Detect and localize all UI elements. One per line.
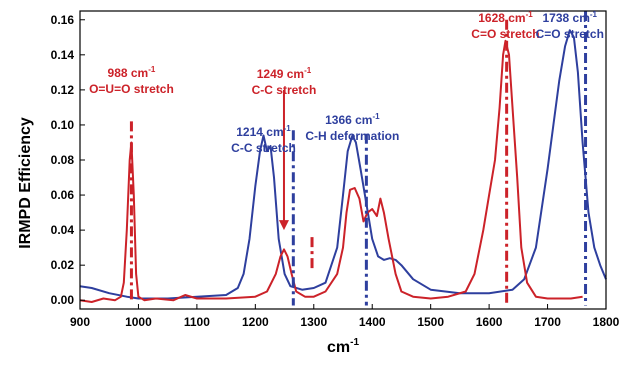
annotation-label-3: C-H deformation bbox=[305, 129, 399, 143]
x-tick-label-6: 1500 bbox=[417, 315, 444, 329]
marker-layer bbox=[129, 11, 588, 306]
annotation-label-2: C-C stretch bbox=[252, 83, 317, 97]
y-tick-label-3: 0.06 bbox=[51, 188, 75, 202]
x-tick-label-3: 1200 bbox=[242, 315, 269, 329]
series-layer bbox=[79, 29, 607, 303]
x-tick-label-1: 1000 bbox=[125, 315, 152, 329]
x-axis-title: cm-1 bbox=[327, 337, 359, 356]
annotation-value-4: 1628 cm-1 bbox=[478, 10, 533, 25]
annotation-label-5: C=O stretch bbox=[536, 27, 604, 41]
y-tick-label-6: 0.12 bbox=[51, 83, 75, 97]
y-tick-label-2: 0.04 bbox=[51, 223, 75, 237]
y-tick-label-0: 0.00 bbox=[51, 293, 75, 307]
annotation-value-3: 1366 cm-1 bbox=[325, 112, 380, 127]
annotation-layer: 988 cm-1 O=U=O stretch 1214 cm-1 C-C stretc… bbox=[89, 10, 604, 155]
annotation-value-5: 1738 cm-1 bbox=[543, 10, 598, 25]
x-tick-label-0: 900 bbox=[70, 315, 90, 329]
series-line-0 bbox=[79, 29, 607, 300]
x-axis-title-superscript: -1 bbox=[350, 337, 359, 348]
y-tick-label-1: 0.02 bbox=[51, 258, 75, 272]
annotation-value-2: 1249 cm-1 bbox=[257, 66, 312, 81]
x-tick-label-4: 1300 bbox=[300, 315, 327, 329]
x-axis-title-base: cm bbox=[327, 339, 350, 356]
annotation-value-0: 988 cm-1 bbox=[108, 65, 156, 80]
arrow-head-2 bbox=[278, 220, 289, 231]
annotation-value-1: 1214 cm-1 bbox=[236, 124, 291, 139]
y-tick-label-5: 0.10 bbox=[51, 118, 75, 132]
annotation-label-1: C-C stretch bbox=[231, 141, 296, 155]
plot-frame bbox=[79, 10, 607, 310]
x-tick-label-5: 1400 bbox=[359, 315, 386, 329]
y-tick-label-7: 0.14 bbox=[51, 48, 75, 62]
x-tick-label-9: 1800 bbox=[593, 315, 620, 329]
annotation-label-0: O=U=O stretch bbox=[89, 82, 174, 96]
x-tick-label-2: 1100 bbox=[184, 315, 210, 329]
x-tick-label-7: 1600 bbox=[476, 315, 503, 329]
y-axis-title: IRMPD Efficiency bbox=[17, 117, 34, 249]
x-tick-label-8: 1700 bbox=[534, 315, 561, 329]
annotation-label-4: C=O stretch bbox=[471, 27, 539, 41]
y-tick-label-8: 0.16 bbox=[51, 13, 75, 27]
y-tick-label-4: 0.08 bbox=[51, 153, 75, 167]
series-line-1 bbox=[79, 39, 583, 303]
ticks-layer: 900 1000 1100 1200 1300 1400 1500 1600 1700 1800 0… bbox=[51, 13, 620, 329]
